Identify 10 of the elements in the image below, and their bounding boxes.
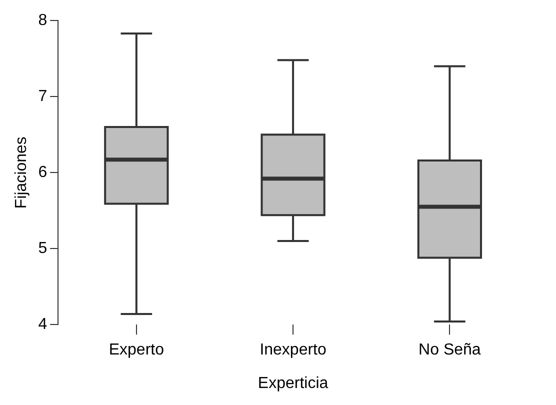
y-tick-label: 4 <box>38 316 48 334</box>
y-tick-label: 7 <box>38 88 48 106</box>
x-tick-label: Inexperto <box>260 342 326 359</box>
y-tick-label: 5 <box>38 240 48 258</box>
x-axis-title: Experticia <box>258 374 328 392</box>
y-tick-label: 8 <box>38 12 48 30</box>
y-axis-title: Fijaciones <box>13 136 30 209</box>
x-tick-label: No Seña <box>418 342 481 359</box>
y-tick-label: 6 <box>38 164 48 182</box>
x-tick-label: Experto <box>108 342 164 359</box>
